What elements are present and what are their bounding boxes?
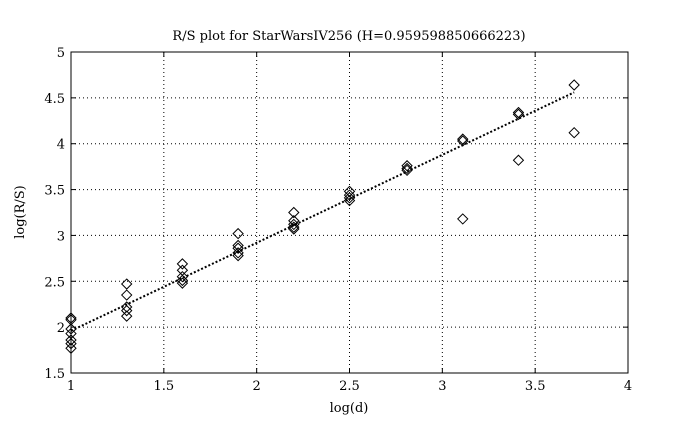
data-point-diamond: [512, 106, 525, 119]
data-point-diamond: [343, 194, 356, 207]
data-point-diamond: [176, 277, 189, 289]
y-axis-label: log(R/S): [13, 185, 28, 239]
data-point-diamond: [120, 304, 133, 317]
data-point-diamond: [568, 127, 580, 139]
data-point-diamond: [288, 206, 300, 219]
tick-labels: 1 1.5 2 2.5 3 3.5 41.522.533.544.55: [44, 46, 632, 394]
x-tick-label: 3: [438, 379, 446, 394]
x-tick-label: 1.5: [153, 379, 174, 394]
data-point-diamond: [343, 192, 356, 204]
y-tick-label: 5: [57, 46, 65, 61]
x-tick-label: 2: [253, 379, 261, 394]
data-point-diamond: [457, 135, 469, 147]
data-point-diamond: [288, 218, 300, 231]
data-point-diamond: [343, 189, 356, 201]
data-point-diamond: [120, 310, 133, 322]
x-tick-label: 4: [624, 379, 632, 394]
plot-frame: [70, 51, 629, 374]
data-point-diamond: [288, 223, 300, 235]
data-point-diamond: [288, 215, 300, 227]
data-point-diamond: [401, 162, 413, 175]
data-point-diamond: [343, 185, 356, 198]
data-point-diamond: [457, 133, 469, 145]
data-point-diamond: [232, 242, 244, 254]
grid-lines: [71, 52, 628, 373]
data-point-diamond: [120, 301, 133, 313]
data-point-diamond: [176, 270, 189, 283]
data-point-diamond: [512, 108, 525, 121]
x-tick-label: 2.5: [339, 379, 360, 394]
data-point-diamond: [176, 258, 189, 270]
data-point-diamond: [232, 249, 244, 262]
data-point-diamond: [568, 79, 580, 91]
x-tick-label: 3.5: [525, 379, 546, 394]
y-tick-label: 3: [57, 229, 65, 244]
axis-ticks: [70, 51, 629, 374]
y-tick-label: 2: [57, 321, 65, 336]
y-tick-label: 4.5: [44, 92, 65, 107]
data-point-diamond: [512, 154, 525, 166]
x-tick-label: 1: [67, 379, 75, 394]
y-tick-label: 1.5: [44, 367, 65, 382]
data-point-diamond: [176, 274, 189, 287]
chart-title: R/S plot for StarWarsIV256 (H=0.95959885…: [172, 29, 525, 44]
data-point-diamond: [120, 278, 133, 290]
y-tick-label: 4: [57, 138, 65, 153]
fit-line-group: [70, 91, 575, 332]
y-tick-label: 2.5: [44, 275, 65, 290]
fit-line: [70, 91, 575, 332]
data-point-diamond: [401, 160, 413, 172]
y-tick-label: 3.5: [44, 184, 65, 199]
x-axis-label: log(d): [330, 401, 369, 416]
data-point-diamond: [457, 213, 469, 225]
data-point-diamond: [288, 221, 300, 233]
data-point-diamond: [401, 164, 413, 177]
data-point-diamond: [232, 227, 244, 240]
data-point-diamond: [232, 247, 244, 259]
data-point-diamond: [120, 289, 133, 301]
